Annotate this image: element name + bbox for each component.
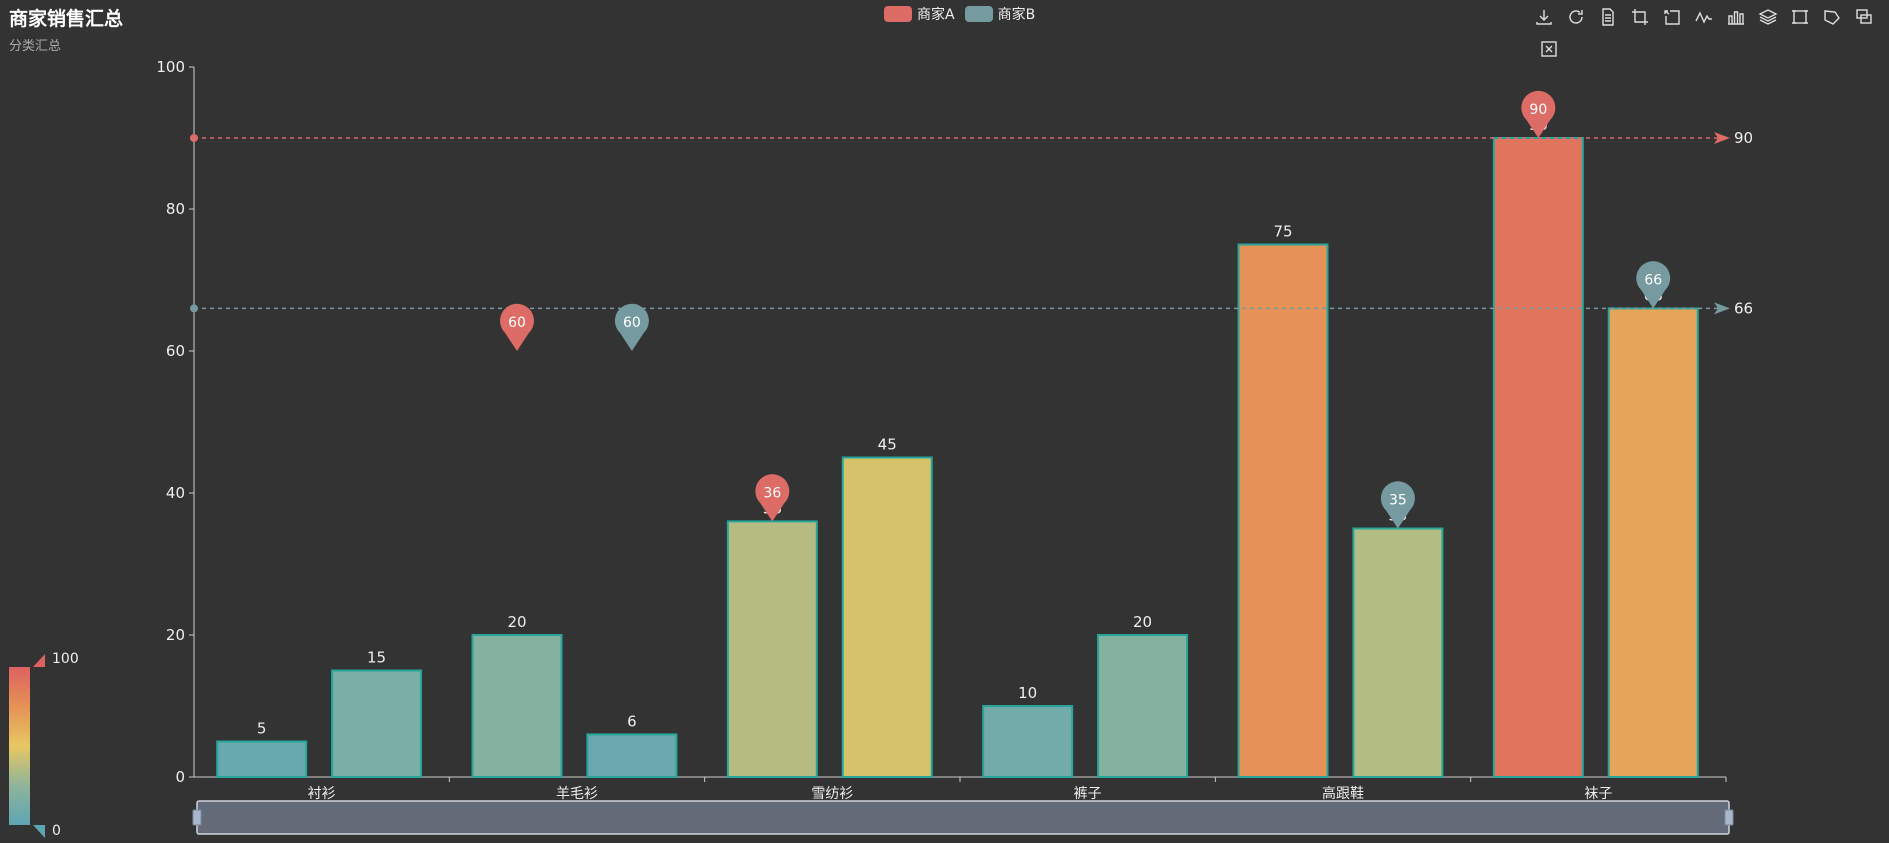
y-tick-label: 0 bbox=[175, 768, 185, 786]
bar-value-label: 10 bbox=[1018, 684, 1037, 702]
bar-chart-icon[interactable] bbox=[1725, 6, 1747, 28]
mark-point-pin bbox=[755, 474, 790, 522]
mark-point-pin bbox=[1636, 261, 1671, 309]
bar-merchant-a bbox=[1237, 243, 1329, 778]
bar-merchant-b bbox=[586, 733, 678, 779]
data-zoom-handle-right[interactable] bbox=[1724, 809, 1734, 826]
mark-line-label: 90 bbox=[1734, 129, 1753, 147]
bar-value-label: 5 bbox=[257, 720, 267, 738]
data-zoom-handle-left[interactable] bbox=[192, 809, 202, 826]
fullscreen-icon[interactable] bbox=[1538, 38, 1560, 60]
toolbox bbox=[1533, 6, 1875, 28]
bar-value-label: 75 bbox=[1273, 223, 1292, 241]
mark-point-pin bbox=[499, 303, 534, 351]
bar-value-label: 6 bbox=[627, 712, 637, 730]
mark-point-label: 60 bbox=[508, 315, 526, 331]
legend-swatch-b bbox=[964, 6, 993, 22]
x-tick-label: 衬衫 bbox=[308, 786, 336, 802]
mark-point-pin bbox=[1380, 481, 1415, 529]
y-tick-label: 40 bbox=[166, 484, 185, 502]
legend-item-merchant-a[interactable]: 商家A bbox=[884, 4, 955, 24]
data-zoom-window bbox=[196, 800, 1730, 835]
bar-merchant-a bbox=[982, 705, 1074, 778]
bar-merchant-b bbox=[1097, 634, 1189, 778]
zoom-reset-icon[interactable] bbox=[1661, 6, 1683, 28]
x-tick-label: 袜子 bbox=[1584, 786, 1612, 802]
mark-point-label: 90 bbox=[1529, 102, 1547, 118]
refresh-icon[interactable] bbox=[1565, 6, 1587, 28]
mark-point-pin bbox=[1521, 90, 1556, 138]
legend: 商家A 商家B bbox=[884, 4, 1035, 24]
rect-select-icon[interactable] bbox=[1789, 6, 1811, 28]
legend-item-merchant-b[interactable]: 商家B bbox=[964, 4, 1036, 24]
bar-merchant-a bbox=[216, 740, 308, 778]
mark-point-label: 66 bbox=[1644, 272, 1662, 288]
mark-line-label: 66 bbox=[1734, 299, 1753, 317]
mark-point-label: 60 bbox=[623, 315, 641, 331]
bar-merchant-b bbox=[841, 456, 933, 778]
bar-value-label: 15 bbox=[367, 649, 386, 667]
stack-icon[interactable] bbox=[1757, 6, 1779, 28]
zoom-icon[interactable] bbox=[1629, 6, 1651, 28]
mark-point-label: 36 bbox=[763, 485, 781, 501]
x-tick-label: 羊毛衫 bbox=[556, 786, 598, 802]
bar-merchant-a bbox=[726, 520, 818, 779]
y-tick-label: 80 bbox=[166, 200, 185, 218]
polygon-select-icon[interactable] bbox=[1821, 6, 1843, 28]
x-tick-label: 雪纺衫 bbox=[811, 786, 853, 802]
bar-merchant-a bbox=[1492, 137, 1584, 778]
mark-point-label: 35 bbox=[1389, 493, 1407, 509]
mark-point-pin bbox=[614, 303, 649, 351]
clear-select-icon[interactable] bbox=[1853, 6, 1875, 28]
data-zoom-slider[interactable] bbox=[192, 800, 1734, 835]
visual-map-max-handle[interactable] bbox=[33, 654, 45, 667]
download-icon[interactable] bbox=[1533, 6, 1555, 28]
mark-line-arrow bbox=[1714, 302, 1730, 315]
chart-title: 商家销售汇总 bbox=[9, 8, 124, 30]
y-tick-label: 60 bbox=[166, 342, 185, 360]
line-chart-icon[interactable] bbox=[1693, 6, 1715, 28]
bar-value-label: 20 bbox=[1133, 613, 1152, 631]
bar-merchant-a bbox=[471, 634, 563, 778]
bar-value-label: 45 bbox=[878, 436, 897, 454]
bar-merchant-b bbox=[331, 669, 423, 778]
legend-label-a: 商家A bbox=[917, 7, 955, 23]
legend-swatch-a bbox=[884, 6, 912, 22]
mark-line-arrow bbox=[1714, 132, 1730, 144]
y-tick-label: 20 bbox=[166, 626, 185, 644]
y-tick-label: 100 bbox=[156, 58, 185, 76]
chart-subtitle: 分类汇总 bbox=[9, 39, 62, 54]
bar-merchant-b bbox=[1352, 527, 1444, 778]
x-tick-label: 裤子 bbox=[1074, 786, 1102, 802]
data-view-icon[interactable] bbox=[1597, 6, 1619, 28]
visual-map-min-handle[interactable] bbox=[33, 825, 45, 838]
bar-value-label: 20 bbox=[507, 613, 526, 631]
visual-map-min-label: 0 bbox=[52, 823, 61, 839]
visual-map-gradient-bar bbox=[9, 667, 30, 825]
legend-label-b: 商家B bbox=[997, 7, 1036, 23]
bar-merchant-b bbox=[1607, 307, 1699, 778]
visual-map-max-label: 100 bbox=[52, 651, 79, 667]
x-tick-label: 高跟鞋 bbox=[1322, 785, 1364, 802]
